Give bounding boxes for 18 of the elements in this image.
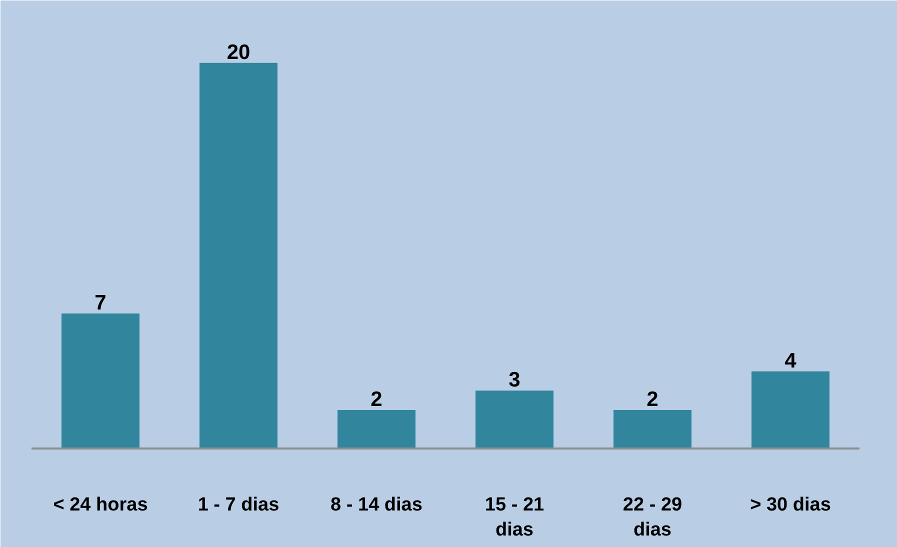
bar bbox=[752, 371, 830, 448]
data-label: 3 bbox=[508, 368, 520, 392]
data-label: 20 bbox=[226, 40, 250, 64]
bar bbox=[614, 410, 692, 448]
data-label: 2 bbox=[646, 388, 658, 411]
bar bbox=[476, 390, 554, 448]
bar bbox=[62, 314, 140, 448]
x-tick-label: 22 - 29 dias bbox=[622, 494, 682, 541]
x-tick-label: < 24 horas bbox=[53, 494, 148, 516]
data-label: 4 bbox=[784, 349, 797, 372]
x-tick-label: > 30 dias bbox=[750, 494, 831, 516]
x-tick-label: 15 - 21 dias bbox=[484, 494, 545, 541]
x-tick-label: 1 - 7 dias bbox=[198, 494, 280, 516]
data-label: 7 bbox=[94, 292, 106, 315]
bar bbox=[338, 410, 416, 448]
x-tick-label: 8 - 14 dias bbox=[330, 494, 422, 516]
data-label: 2 bbox=[370, 388, 382, 411]
bar bbox=[200, 62, 278, 448]
